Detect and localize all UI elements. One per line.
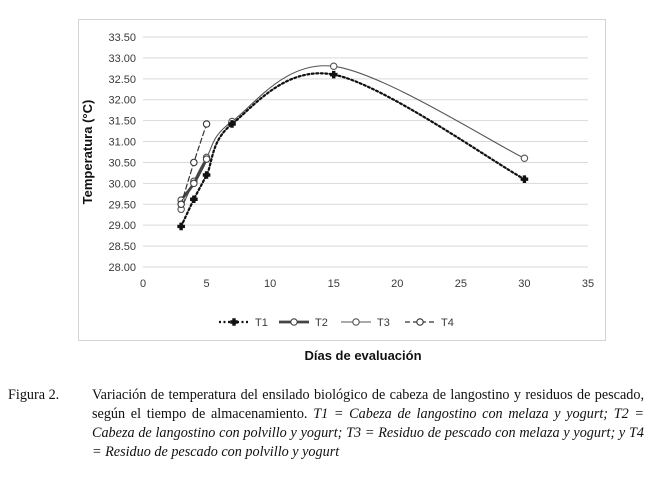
legend-marker-t3 — [352, 318, 360, 326]
legend-marker-t1 — [230, 318, 238, 326]
data-point-t4 — [202, 120, 211, 128]
x-tick-label: 20 — [391, 278, 403, 290]
data-point-t3 — [520, 154, 529, 163]
y-tick-label: 29.50 — [108, 199, 136, 211]
data-point-t2 — [190, 179, 198, 188]
y-tick-label: 28.50 — [108, 241, 136, 253]
series-line-t1 — [180, 72, 526, 228]
y-tick-label: 30.00 — [108, 178, 136, 190]
legend-marker-t2 — [290, 318, 298, 326]
x-axis-title-wrap: Días de evaluación — [304, 348, 421, 363]
data-point-t1 — [190, 195, 198, 204]
legend-marker-t4 — [416, 318, 424, 326]
y-axis-title: Temperatura (°C) — [80, 100, 95, 205]
caption-treatments: T1 = Cabeza de langostino con melaza y y… — [92, 406, 645, 460]
data-point-t1 — [520, 175, 529, 183]
y-tick-label: 32.00 — [108, 95, 136, 107]
data-point-t1 — [228, 120, 236, 128]
y-tick-label: 32.50 — [108, 74, 136, 86]
y-tick-label: 31.50 — [108, 116, 136, 128]
y-tick-label: 33.00 — [108, 53, 136, 65]
line-chart: 28.00 28.50 29.00 29.50 30.00 30.50 31.00 31.50… — [80, 32, 594, 329]
y-tick-label: 29.00 — [108, 220, 136, 232]
data-point-t1 — [329, 70, 338, 79]
data-point-t4 — [177, 200, 185, 209]
x-axis-title: Días de evaluación — [304, 348, 421, 363]
y-tick-label: 28.00 — [108, 262, 136, 274]
legend-label-t3: T3 — [377, 317, 390, 329]
y-tick-label: 31.00 — [108, 137, 136, 149]
data-point-t3 — [329, 62, 338, 71]
figure-caption: Figura 2. Variación de temperatura del e… — [8, 386, 644, 462]
x-tick-label: 5 — [204, 278, 210, 290]
caption-label: Figura 2. — [8, 387, 60, 403]
caption-description: Variación de temperatura del ensilado bi… — [92, 387, 644, 422]
x-tick-label: 10 — [264, 278, 276, 290]
chart-frame: 28.00 28.50 29.00 29.50 30.00 30.50 31.00 31.50… — [78, 19, 606, 341]
caption-text: Variación de temperatura del ensilado bi… — [92, 386, 644, 462]
x-tick-label: 30 — [518, 278, 530, 290]
y-tick-label: 33.50 — [108, 32, 136, 44]
data-point-t2 — [202, 155, 211, 163]
y-tick-label: 30.50 — [108, 157, 136, 169]
x-tick-label: 15 — [328, 278, 340, 290]
legend-label-t1: T1 — [255, 317, 268, 329]
data-point-t1 — [202, 171, 211, 179]
data-point-t4 — [190, 158, 198, 167]
x-tick-label: 0 — [140, 278, 146, 290]
x-tick-label: 35 — [582, 278, 594, 290]
legend-label-t2: T2 — [315, 317, 328, 329]
x-tick-label: 25 — [455, 278, 467, 290]
data-point-t1 — [177, 222, 185, 231]
legend-label-t4: T4 — [441, 317, 454, 329]
series-line-t3 — [180, 65, 525, 210]
